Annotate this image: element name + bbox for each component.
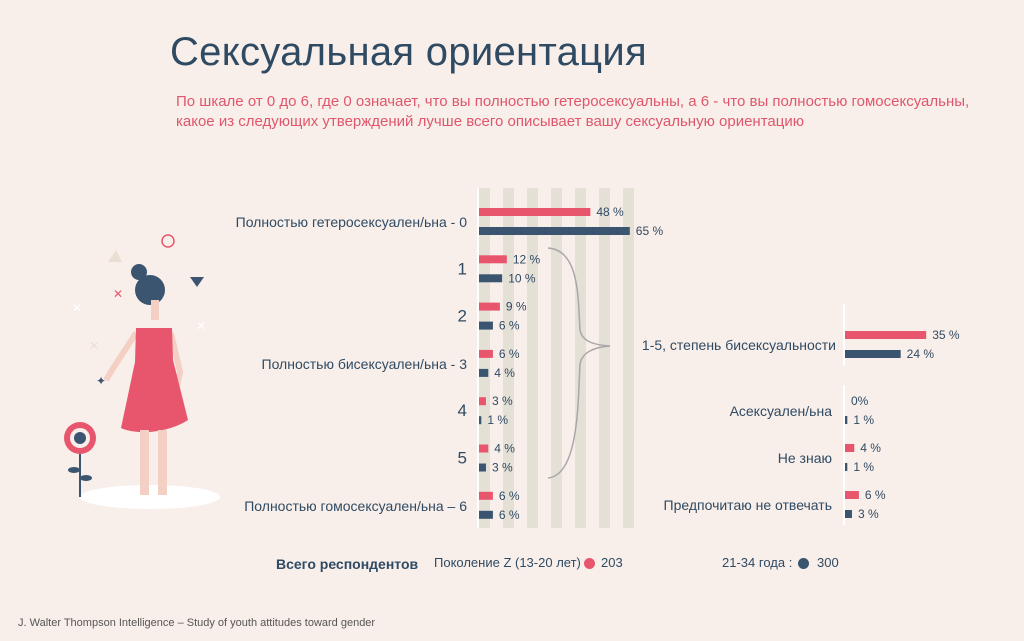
- head: [135, 275, 165, 305]
- cross-icon: ✕: [196, 319, 206, 333]
- grid-stripe: [551, 188, 562, 528]
- bar-genz: [479, 397, 486, 406]
- data-label-millennials: 1 %: [853, 460, 874, 474]
- data-label-millennials: 3 %: [492, 461, 513, 475]
- triangle-dark-icon: [190, 277, 204, 287]
- shadow-ellipse: [80, 485, 220, 509]
- data-label-genz: 0%: [851, 394, 869, 408]
- bar-millennials: [479, 227, 630, 235]
- bar-genz: [845, 491, 859, 499]
- category-label: Не знаю: [778, 450, 832, 466]
- category-label: 4: [458, 401, 467, 420]
- data-label-genz: 6 %: [499, 489, 520, 503]
- category-label: Полностью гомосексуален/ьна – 6: [244, 498, 467, 514]
- grid-stripe: [575, 188, 586, 528]
- bar-millennials: [479, 321, 493, 330]
- data-label-genz: 4 %: [494, 442, 515, 456]
- axis-line: [477, 188, 479, 528]
- category-label: 2: [458, 307, 467, 326]
- bar-genz: [479, 255, 507, 264]
- bar-genz: [845, 444, 855, 452]
- category-label: 5: [458, 449, 467, 468]
- data-label-millennials: 65 %: [636, 224, 664, 238]
- bar-millennials: [479, 510, 493, 519]
- bar-millennials: [479, 463, 486, 472]
- legend-genz-value: 203: [601, 555, 623, 570]
- bar-genz: [479, 208, 591, 216]
- category-label: Полностью гетеросексуален/ьна - 0: [236, 214, 468, 230]
- cross-icon: ✕: [72, 301, 82, 315]
- data-label-millennials: 10 %: [508, 271, 536, 285]
- circle-outline-icon: [161, 234, 175, 248]
- grid-stripe: [479, 188, 490, 528]
- bar-millennials: [845, 416, 848, 424]
- bar-millennials: [479, 416, 482, 425]
- data-label-genz: 12 %: [513, 252, 541, 266]
- bracket-icon: [547, 247, 611, 479]
- grid-stripe: [623, 188, 634, 528]
- data-label-genz: 4 %: [860, 441, 881, 455]
- data-label-millennials: 6 %: [499, 508, 520, 522]
- category-label: Асексуален/ьна: [730, 403, 833, 419]
- category-label: Полностью бисексуален/ьна - 3: [262, 356, 468, 372]
- page-title: Сексуальная ориентация: [170, 30, 647, 74]
- data-label-millennials: 24 %: [907, 347, 935, 361]
- legend-genz-dot: [584, 558, 595, 569]
- axis-line: [843, 304, 845, 366]
- data-label-genz: 3 %: [492, 394, 513, 408]
- data-label-millennials: 1 %: [853, 413, 874, 427]
- bar-genz: [479, 491, 493, 500]
- woman-illustration: ✕ ✕ ✕ ✕ ✦: [64, 234, 220, 509]
- bar-genz: [845, 331, 927, 339]
- grid-stripe: [527, 188, 538, 528]
- category-label: Предпочитаю не отвечать: [664, 497, 832, 513]
- data-label-genz: 6 %: [499, 347, 520, 361]
- bar-genz: [479, 444, 489, 453]
- legend-millennials-value: 300: [817, 555, 839, 570]
- data-label-millennials: 1 %: [487, 413, 508, 427]
- bar-millennials: [845, 463, 848, 471]
- bar-millennials: [479, 368, 489, 377]
- bar-genz: [479, 349, 493, 358]
- dress: [121, 328, 188, 433]
- bar-millennials: [845, 350, 901, 358]
- cross-icon: ✕: [113, 287, 123, 301]
- hair-bun: [131, 264, 147, 280]
- axis-line: [843, 385, 845, 525]
- data-label-genz: 6 %: [865, 488, 886, 502]
- data-label-millennials: 6 %: [499, 319, 520, 333]
- category-label: 1-5, степень бисексуальности: [642, 337, 836, 353]
- grid-stripe: [503, 188, 514, 528]
- grid-stripe: [599, 188, 610, 528]
- bar-genz: [479, 302, 500, 311]
- triangle-outline-icon: [108, 250, 122, 262]
- data-label-genz: 35 %: [932, 328, 960, 342]
- legend-millennials-dot: [798, 558, 809, 569]
- bar-millennials: [479, 274, 503, 283]
- data-label-millennials: 4 %: [494, 366, 515, 380]
- legend-genz-label: Поколение Z (13-20 лет): [434, 555, 581, 570]
- data-label-millennials: 3 %: [858, 507, 879, 521]
- chart-stripes: [479, 188, 634, 528]
- data-label-genz: 9 %: [506, 300, 527, 314]
- legend-millennials-label: 21-34 года :: [722, 555, 793, 570]
- category-label: 1: [458, 259, 467, 278]
- footer-source: J. Walter Thompson Intelligence – Study …: [18, 617, 376, 629]
- legend-title: Всего респондентов: [276, 556, 419, 572]
- bar-millennials: [845, 510, 852, 518]
- question-text: По шкале от 0 до 6, где 0 означает, что …: [176, 93, 970, 130]
- cross-icon: ✕: [89, 339, 99, 353]
- data-label-genz: 48 %: [596, 205, 624, 219]
- dragonfly-icon: ✦: [96, 374, 106, 388]
